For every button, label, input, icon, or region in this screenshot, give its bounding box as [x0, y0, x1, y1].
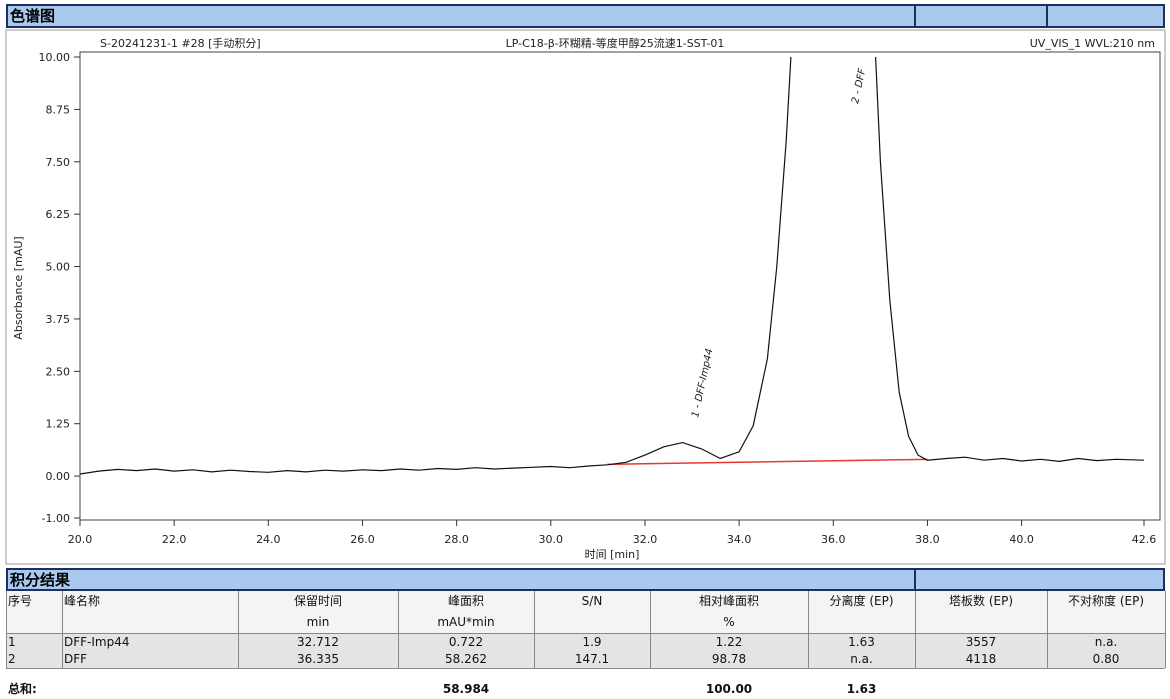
trace [80, 56, 1145, 475]
total-cell: 100.00 [705, 682, 753, 696]
sample-name: S-20241231-1 #28 [手动积分] [100, 36, 261, 50]
column-rule [62, 591, 63, 668]
chart-frame [5, 29, 1166, 565]
x-tick-label: 36.0 [821, 533, 846, 546]
unit-cell: % [723, 615, 735, 629]
y-tick-label: -1.00 [42, 512, 70, 525]
table-cell: 1.63 [848, 635, 875, 649]
header-cell: 塔板数 (EP) [949, 594, 1013, 608]
table-cell: DFF [64, 652, 88, 666]
x-axis-label: 时间 [min] [585, 548, 640, 561]
table-cell: 32.712 [297, 635, 339, 649]
header-cell: 相对峰面积 [698, 594, 759, 608]
header-cell: 峰名称 [64, 594, 101, 608]
y-axis-label: Absorbance [mAU] [12, 236, 25, 339]
header-cell: S/N [581, 594, 603, 608]
column-rule [650, 591, 651, 668]
header-cell: 保留时间 [293, 594, 342, 608]
table-cell: 98.78 [711, 652, 747, 666]
column-rule [808, 591, 809, 668]
header-row [6, 591, 1165, 634]
channel-name: UV_VIS_1 WVL:210 nm [1030, 37, 1155, 50]
unit-cell: min [306, 615, 330, 629]
chart: S-20241231-1 #28 [手动积分] LP-C18-β-环糊精-等度甲… [5, 29, 1166, 565]
table-cell: DFF-Imp44 [64, 635, 130, 649]
section-bar: 积分结果 [6, 568, 916, 591]
x-tick-label: 20.0 [68, 533, 93, 546]
table-cell: 1 [8, 635, 16, 649]
x-tick-label: 40.0 [1009, 533, 1034, 546]
header-cell: 不对称度 (EP) [1068, 594, 1144, 608]
plot-clip [80, 56, 1145, 475]
x-tick-label: 30.0 [539, 533, 564, 546]
x-tick-label: 38.0 [915, 533, 940, 546]
y-tick-label: 5.00 [46, 261, 71, 274]
table-cell: 0.722 [448, 635, 484, 649]
section-bar: 色谱图 [6, 4, 916, 28]
table-cell: 36.335 [297, 652, 339, 666]
y-tick-label: 6.25 [46, 208, 71, 221]
header-cell: 峰面积 [447, 594, 484, 608]
table-cell: 4118 [965, 652, 997, 666]
total-cell: 1.63 [846, 682, 877, 696]
table-cell: 147.1 [574, 652, 610, 666]
table-cell: 0.80 [1092, 652, 1120, 666]
table-cell: n.a. [850, 652, 873, 666]
table-cell: n.a. [1094, 635, 1118, 649]
y-tick-label: 3.75 [46, 313, 71, 326]
x-tick-label: 24.0 [256, 533, 281, 546]
column-rule [534, 591, 535, 668]
y-tick-label: 2.50 [46, 365, 71, 378]
x-tick-label: 22.0 [162, 533, 187, 546]
y-tick-label: 1.25 [46, 418, 71, 431]
table-cell: 2 [8, 652, 16, 666]
x-tick-label: 26.0 [350, 533, 375, 546]
y-tick-label: 0.00 [46, 470, 71, 483]
bar-box [914, 4, 1048, 28]
x-tick-label: 28.0 [444, 533, 469, 546]
y-tick-label: 10.00 [39, 51, 71, 64]
x-tick-label: 32.0 [633, 533, 658, 546]
column-rule [6, 591, 7, 668]
table-cell: 3557 [965, 635, 997, 649]
header-cell: 分离度 (EP) [829, 594, 894, 608]
section-title: 色谱图 [10, 7, 56, 25]
total-cell: 58.984 [442, 682, 490, 696]
method-name: LP-C18-β-环糊精-等度甲醇25流速1-SST-01 [506, 36, 725, 50]
table-cell: 1.22 [715, 635, 743, 649]
header-cell: 序号 [8, 594, 33, 608]
table-cell: 1.9 [582, 635, 602, 649]
x-tick-label: 42.6 [1132, 533, 1157, 546]
rows-bg [6, 634, 1165, 669]
column-rule [238, 591, 239, 668]
peak-label: 2 - DFF [850, 67, 868, 104]
y-tick-label: 8.75 [46, 103, 71, 116]
bar-box [914, 568, 1165, 591]
total-cell: 总和: [8, 682, 37, 696]
plot-frame [79, 51, 1161, 521]
table-cell: 58.262 [445, 652, 487, 666]
column-rule [398, 591, 399, 668]
column-rule [915, 591, 916, 668]
column-rule [1165, 591, 1166, 668]
y-tick-label: 7.50 [46, 156, 71, 169]
x-tick-label: 34.0 [727, 533, 752, 546]
peak-label: 1 - DFF-Imp44 [690, 348, 715, 419]
bar-box [1046, 4, 1165, 28]
baseline [607, 458, 928, 466]
unit-cell: mAU*min [437, 615, 495, 629]
table-title: 积分结果 [10, 571, 71, 589]
column-rule [1047, 591, 1048, 668]
